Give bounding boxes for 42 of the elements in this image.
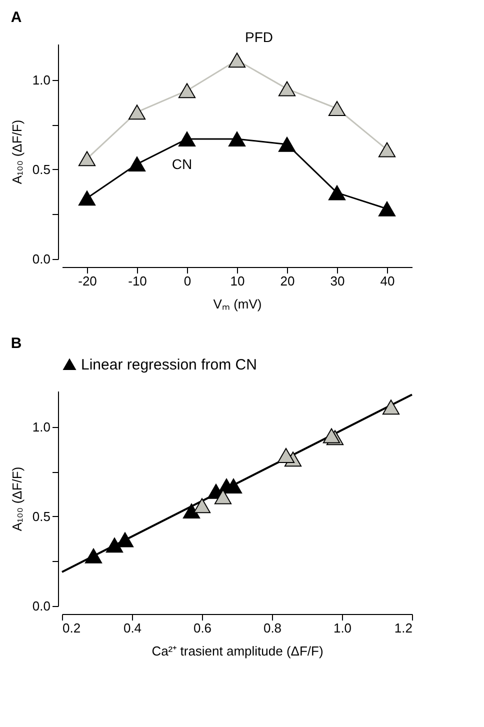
point [278,81,296,96]
point [278,136,296,152]
series-label: CN [172,156,192,172]
legend-label: Linear regression from CN [81,356,257,374]
y-tick-label: 0.0 [32,252,50,266]
x-tick-label: 0.8 [263,620,282,636]
y-axis-title: A₁₀₀ (ΔF/F) [9,466,24,532]
x-tick-label: 1.0 [333,620,352,636]
x-tick-label: 0.6 [193,620,212,636]
point [228,52,246,68]
x-tick-label: -10 [128,274,147,288]
x-tick-label: 40 [380,274,395,288]
series-label: PFD [245,29,273,46]
x-tick-label: 20 [280,274,295,288]
x-tick-label: 0.4 [123,620,142,636]
y-tick-label: 0.0 [32,598,50,614]
x-tick-label: 0 [184,274,192,288]
point [78,151,96,166]
point [228,131,246,146]
point [328,185,346,200]
y-tick-label: 0.5 [32,508,50,524]
point [128,156,146,172]
x-tick-label: 0.2 [62,620,81,636]
chart-title: B [10,335,22,352]
y-axis-title: A₁₀₀ (ΔF/F) [9,120,24,184]
point [178,83,196,98]
y-tick-label: 0.5 [32,162,50,177]
point [328,101,346,116]
point [128,104,146,120]
point [378,201,396,216]
x-tick-label: 1.2 [394,620,412,636]
point [178,131,196,146]
x-tick-label: 30 [330,274,345,288]
x-axis-title: Vₘ (mV) [213,296,262,312]
y-tick-label: 1.0 [32,72,50,88]
x-tick-label: -20 [78,274,97,288]
y-tick-label: 1.0 [32,419,50,434]
x-tick-label: 10 [230,274,245,288]
point [378,142,396,158]
point [78,190,96,206]
x-axis-title: Ca²⁺ trasient amplitude (ΔF/F) [152,644,324,658]
chart-title: A [10,9,22,26]
